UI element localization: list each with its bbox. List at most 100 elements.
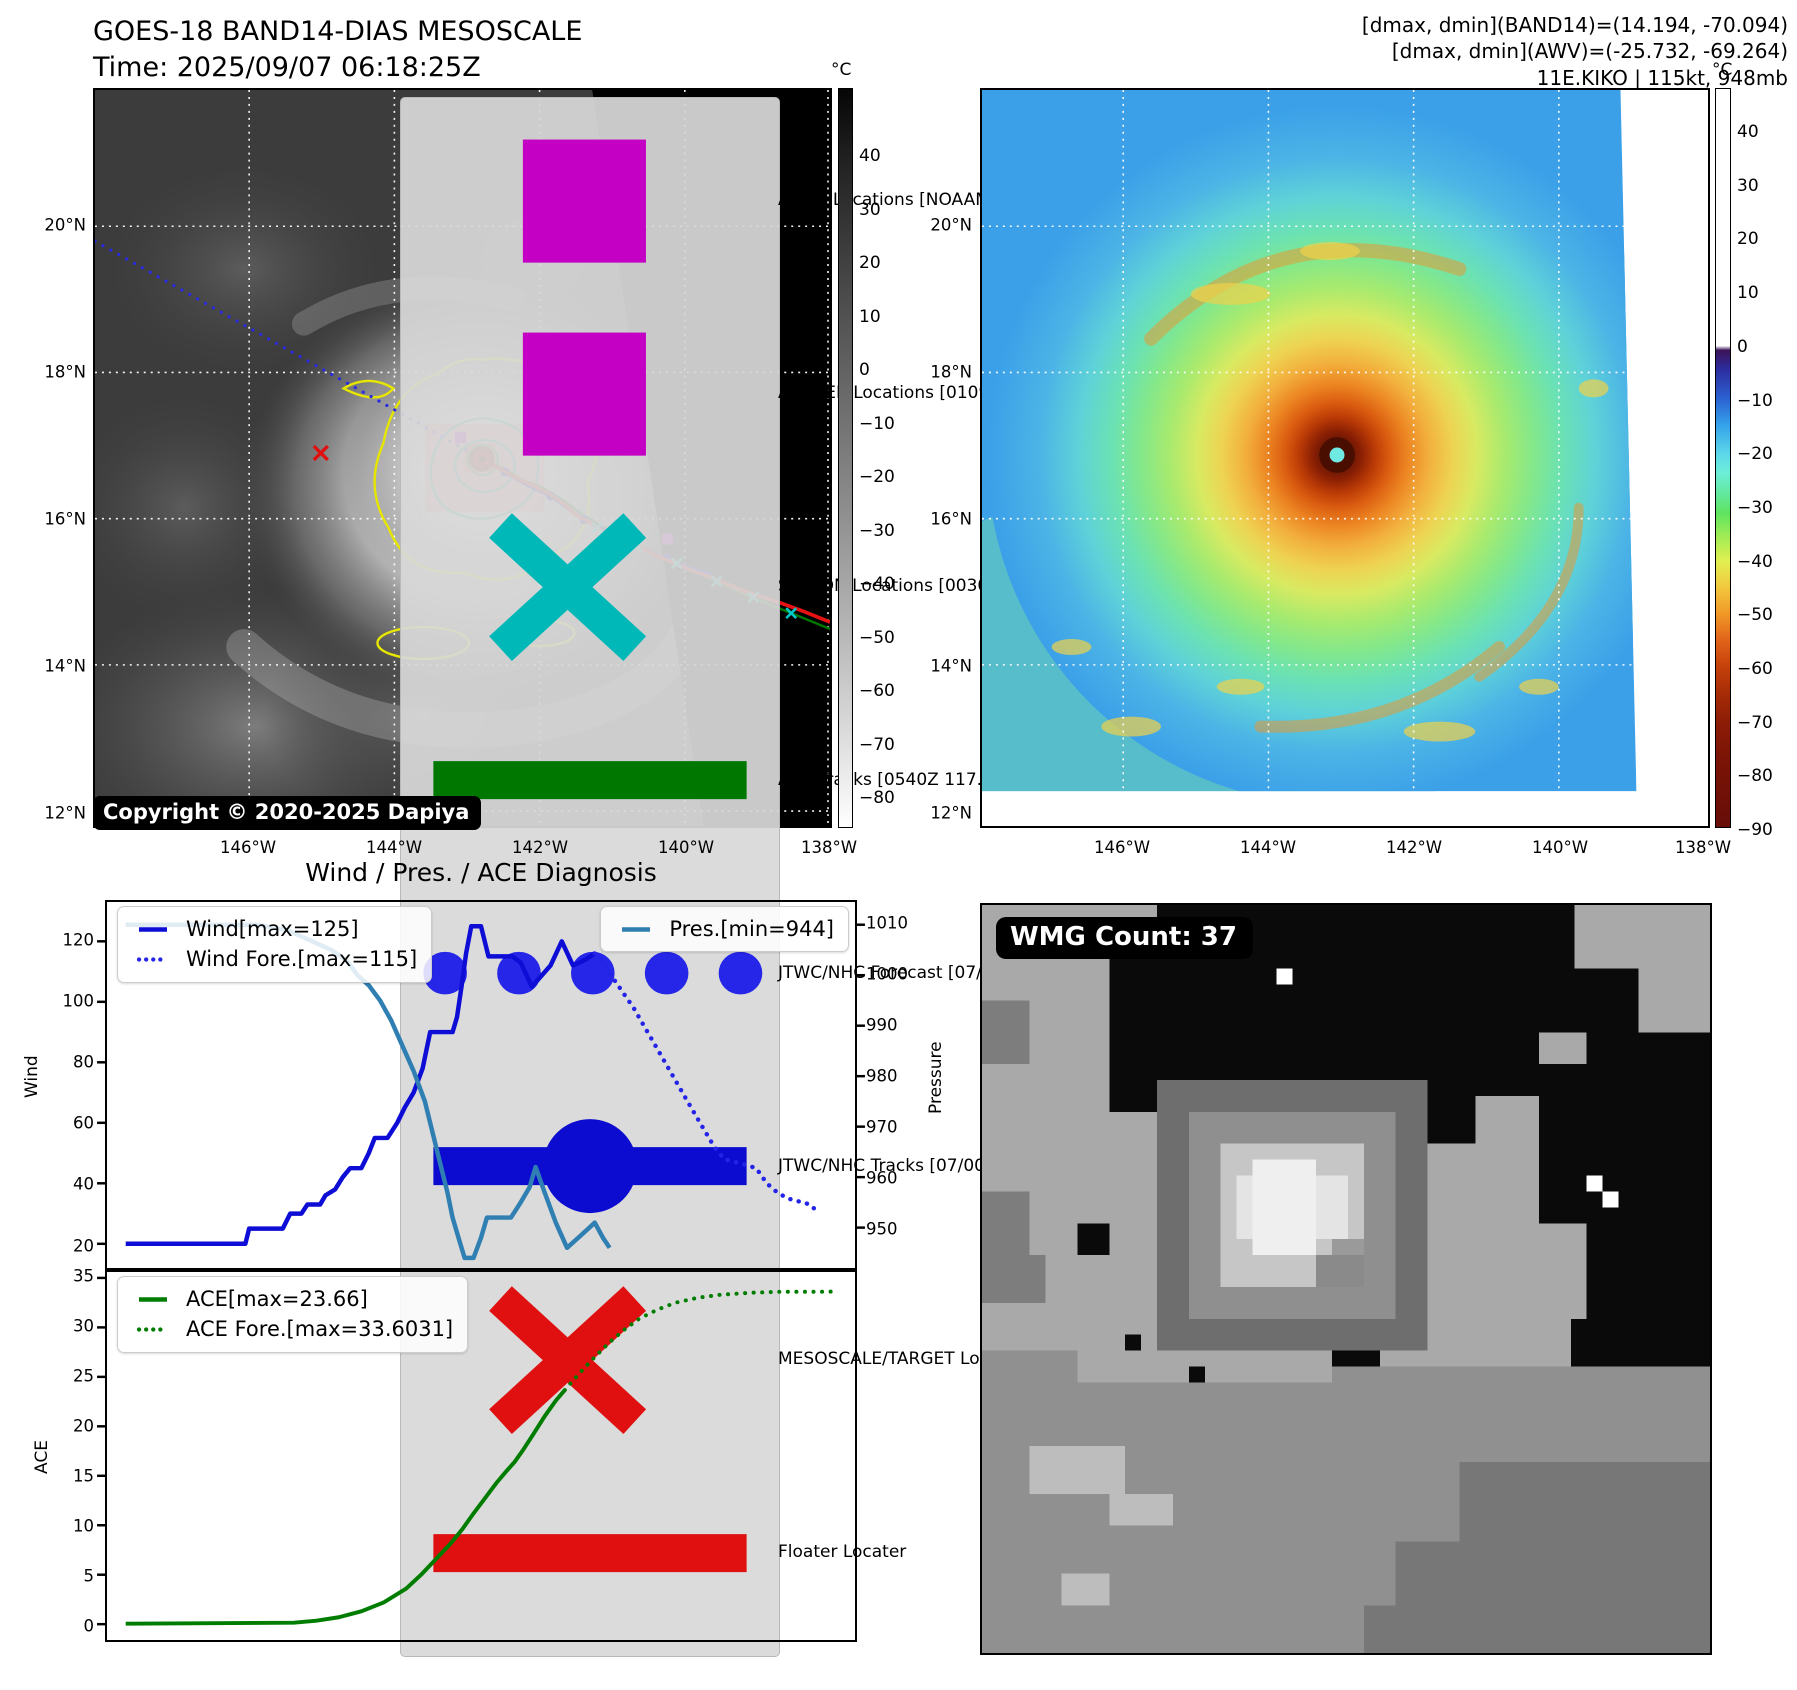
enhanced-colorbar-tick: −90 [1737,820,1773,841]
enhanced-colorbar [1715,88,1731,828]
lat-label-left: 20°N [44,215,86,235]
y-tick-right: 970 [866,1117,898,1137]
wind-legend: Wind[max=125] Wind Fore.[max=115] [117,906,433,983]
ir-colorbar-tick: −80 [859,788,895,808]
ir-colorbar-tick: −10 [859,413,895,434]
convective-speckles [1051,242,1609,742]
wind-pressure-chart [97,900,865,1270]
x-legend-marker-icon [489,1285,647,1434]
lat-label-left: 12°N [44,803,86,823]
series-line-icon [139,926,167,932]
lon-label-right: 146°W [1093,838,1151,857]
series-ACE Fore.[max=33.6031] [562,1289,835,1393]
wmg-panel: WMG Count: 37 [980,903,1712,1655]
y-tick-right: 1000 [866,964,908,984]
lat-label-left: 16°N [44,509,86,529]
goes-ir-satellite-map: AMSU Locations [NOAAMC/1854Z 129 940] ARC… [93,88,1145,1657]
enhanced-colorbar-tick: 30 [1737,175,1759,196]
chart-legend-item: Wind Fore.[max=115] [132,944,417,974]
series-name: Wind Fore.[max=115] [186,947,418,972]
enhanced-colorbar-tick: −10 [1737,390,1773,411]
square-legend-marker-icon [522,139,646,263]
y-tick-left: 15 [73,1466,94,1486]
enhanced-colorbar-tick: 10 [1737,283,1759,304]
mesoscale-target-marker [312,444,329,462]
lat-label-right: 12°N [930,803,972,823]
map-legend-item: ADT Tracks [0540Z 117.4 946.0] [409,684,1054,877]
eye [1329,447,1345,463]
pressure-axis-label: Pressure [926,1041,946,1115]
series-line-icon [136,957,170,962]
series-line-icon [622,926,651,932]
map-legend: AMSU Locations [NOAAMC/1854Z 129 940] ARC… [400,97,1145,1657]
y-tick-right: 950 [866,1219,898,1239]
right-panel-header: [dmax, dmin](BAND14)=(14.194, -70.094) [… [1362,12,1788,91]
pressure-legend: Pres.[min=944] [600,906,849,953]
line-legend-marker-icon [433,761,747,800]
lon-label-left: 138°W [800,838,858,857]
ir-colorbar-tick: −40 [859,574,895,594]
ir-colorbar-tick: 30 [859,199,881,220]
y-tick-left: 120 [62,930,95,950]
series-ACE[max=23.66] [125,1388,567,1626]
lat-label-left: 14°N [44,656,86,676]
series-name: Wind[max=125] [186,917,359,941]
enhanced-colorbar-tick: −80 [1737,766,1773,787]
ace-chart [97,1270,857,1642]
enhanced-colorbar-tick: −30 [1737,497,1773,518]
ir-colorbar-tick: 40 [859,146,881,166]
lon-label-right: 142°W [1385,838,1443,857]
y-tick-right: 990 [866,1015,898,1035]
enhanced-colorbar-tick: 20 [1737,229,1759,250]
enhanced-colorbar-tick: −20 [1737,444,1773,465]
map-legend-item: MESOSCALE/TARGET Location [409,1263,1032,1456]
ir-colorbar-tick: −20 [859,467,895,487]
storm-identifier: 11E.KIKO | 115kt, 948mb [1536,65,1788,90]
dmax-dmin-band14: [dmax, dmin](BAND14)=(14.194, -70.094) [1361,13,1788,37]
square-legend-marker-icon [522,332,646,456]
ir-colorbar-tick: −50 [859,627,895,648]
ace-axis-label: ACE [32,1440,52,1474]
line-marker-legend-marker-icon [433,1119,747,1214]
ir-colorbar-tick: −30 [859,520,895,541]
y-tick-left: 40 [73,1174,94,1194]
series-name: ACE[max=23.66] [186,1287,368,1311]
map-timestamp: Time: 2025/09/07 06:18:25Z [93,52,481,84]
series-Wind[max=125] [125,924,596,1246]
y-tick-left: 20 [73,1236,94,1256]
wmg-count-badge: WMG Count: 37 [996,917,1253,959]
lon-label-right: 138°W [1674,838,1732,857]
wind-axis-label: Wind [22,1055,42,1099]
series-name: ACE Fore.[max=33.6031] [186,1317,454,1342]
enhanced-colorbar-tick: 0 [1737,336,1748,357]
ir-colorbar-tick: −60 [859,681,895,701]
y-tick-left: 5 [83,1566,95,1586]
left-panel-title-block: GOES-18 BAND14-DIAS MESOSCALE Time: 2025… [93,14,582,87]
enhanced-colorbar-tick: −50 [1737,605,1773,626]
lat-label-right: 18°N [930,362,972,382]
enhanced-colorbar-unit: °C [1712,60,1733,80]
series-line-icon [139,1296,167,1302]
series-line-icon [136,1327,170,1332]
y-tick-right: 1010 [866,913,908,933]
y-tick-left: 20 [73,1416,94,1436]
enhanced-map-image [982,90,1708,826]
map-legend-item: Floater Locater [409,1456,906,1649]
map-legend-label: JTWC/NHC Tracks [07/0000Z] [778,1156,1025,1177]
ace-legend: ACE[max=23.66] ACE Fore.[max=33.6031] [117,1276,469,1353]
lon-label-right: 144°W [1239,838,1297,857]
y-tick-left: 100 [62,991,95,1011]
charts-title: Wind / Pres. / ACE Diagnosis [305,858,657,887]
ir-colorbar-tick: 20 [859,253,881,273]
lon-label-left: 142°W [511,838,569,857]
map-legend-label: ARCHER Locations [0109Z] [778,383,1008,404]
series-name: Pres.[min=944] [669,917,834,941]
map-title: GOES-18 BAND14-DIAS MESOSCALE [93,16,583,47]
x-legend-marker-icon [489,513,647,661]
enhanced-colorbar-tick: 40 [1737,122,1759,142]
lat-label-right: 14°N [930,656,972,676]
line-legend-marker-icon [433,1533,747,1572]
ir-colorbar-tick: 0 [859,360,870,380]
y-tick-left: 0 [83,1616,95,1636]
